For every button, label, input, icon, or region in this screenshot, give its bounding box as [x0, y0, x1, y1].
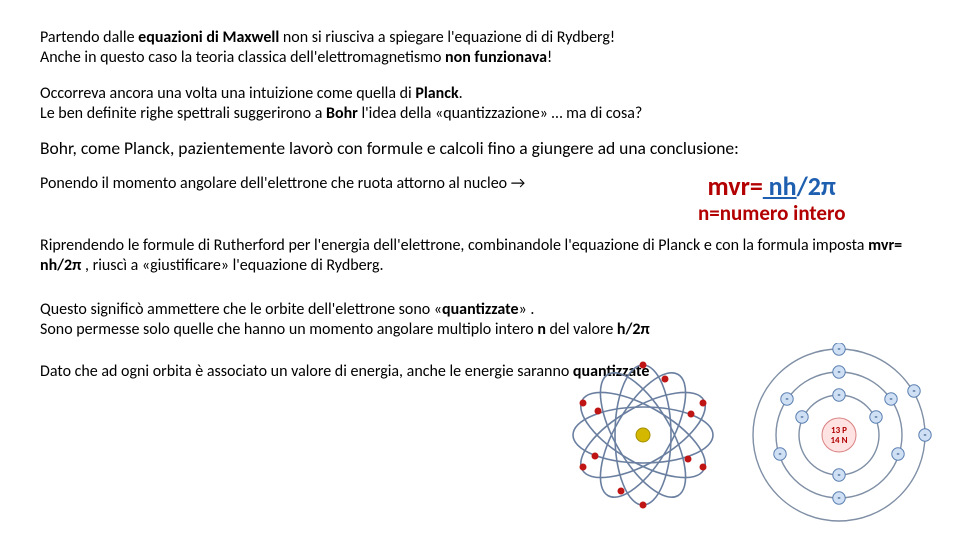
text-bold: Planck: [415, 84, 458, 103]
paragraph-4: Ponendo il momento angolare dell'elettro…: [40, 174, 680, 194]
svg-text:-: -: [778, 447, 781, 460]
diagram-container: -------------13 P14 N: [556, 343, 932, 528]
svg-text:-: -: [896, 447, 899, 460]
text: » .: [519, 300, 535, 319]
text: Partendo dalle: [40, 28, 138, 47]
text: Occorreva ancora una volta una intuizion…: [40, 84, 415, 103]
text: Le ben definite righe spettrali suggerir…: [40, 104, 326, 123]
svg-text:-: -: [785, 392, 788, 405]
formula-2pi: /2π: [797, 170, 836, 202]
formula-sub: n=numero intero: [698, 200, 846, 226]
paragraph-5: Riprendendo le formule di Rutherford per…: [40, 236, 920, 276]
text: Sono permesse solo quelle che hanno un m…: [40, 320, 537, 339]
rutherford-atom-diagram: [556, 348, 731, 523]
text: l'idea della «quantizzazione» … ma di co…: [358, 104, 642, 123]
svg-text:-: -: [837, 388, 840, 401]
paragraph-6: Questo significò ammettere che le orbite…: [40, 300, 920, 340]
paragraph-2: Occorreva ancora una volta una intuizion…: [40, 84, 920, 124]
formula-main: mvr= nh/2π: [708, 170, 836, 202]
text: !: [547, 48, 552, 67]
text: non si riusciva a spiegare l'equazione d…: [279, 28, 615, 47]
formula-row: Ponendo il momento angolare dell'elettro…: [40, 174, 920, 226]
text-bold: h/2π: [617, 320, 650, 339]
svg-text:14 N: 14 N: [830, 435, 847, 446]
paragraph-1: Partendo dalle equazioni di Maxwell non …: [40, 28, 920, 68]
text: Anche in questo caso la teoria classica …: [40, 48, 445, 67]
text: , riuscì a «giustificare» l'equazione di…: [81, 256, 383, 275]
text: del valore: [546, 320, 617, 339]
svg-text:-: -: [889, 392, 892, 405]
slide-content: Partendo dalle equazioni di Maxwell non …: [0, 0, 960, 382]
svg-text:-: -: [874, 410, 877, 423]
svg-text:-: -: [837, 491, 840, 504]
svg-text:-: -: [923, 428, 926, 441]
paragraph-3: Bohr, come Planck, pazientemente lavorò …: [40, 138, 920, 160]
text-bold: quantizzate: [442, 300, 519, 319]
text-bold: n: [537, 320, 546, 339]
text-bold: equazioni di Maxwell: [138, 28, 279, 47]
formula-mvr: mvr=: [708, 170, 763, 202]
text: .: [459, 84, 463, 103]
bohr-atom-diagram: -------------13 P14 N: [747, 343, 932, 528]
svg-text:-: -: [837, 468, 840, 481]
formula-nh: nh: [763, 170, 797, 202]
svg-text:-: -: [800, 410, 803, 423]
text: Questo significò ammettere che le orbite…: [40, 300, 442, 319]
svg-text:-: -: [912, 384, 915, 397]
svg-text:-: -: [837, 365, 840, 378]
text-bold: Bohr: [326, 104, 358, 123]
formula-box: mvr= nh/2π n=numero intero: [698, 170, 846, 226]
text: Dato che ad ogni orbita è associato un v…: [40, 362, 573, 381]
svg-text:-: -: [837, 343, 840, 355]
text: Riprendendo le formule di Rutherford per…: [40, 236, 868, 255]
text-bold: non funzionava: [445, 48, 547, 67]
